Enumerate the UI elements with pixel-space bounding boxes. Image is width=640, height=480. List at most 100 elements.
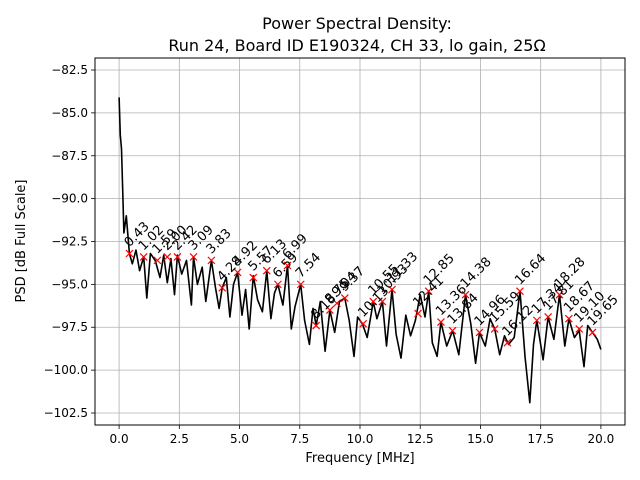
peak-marker — [325, 306, 334, 315]
y-tick-label: −85.0 — [51, 106, 88, 120]
peak-marker-stroke — [378, 297, 387, 306]
peak-marker — [564, 314, 573, 323]
x-tick-label: 5.0 — [230, 432, 249, 446]
peak-marker — [461, 290, 470, 299]
peak-marker — [233, 268, 242, 277]
x-tick-label: 7.5 — [290, 432, 309, 446]
peak-marker — [388, 285, 396, 294]
peak-marker-stroke — [555, 290, 564, 299]
peak-marker — [414, 309, 422, 318]
x-tick-label: 12.5 — [407, 432, 434, 446]
peak-marker — [296, 280, 305, 289]
x-tick-label: 2.5 — [170, 432, 189, 446]
y-tick-label: −97.5 — [51, 320, 88, 334]
y-tick-label: −102.5 — [44, 406, 88, 420]
peak-marker-stroke — [233, 268, 242, 277]
peak-marker — [139, 253, 148, 261]
x-axis-label: Frequency [MHz] — [305, 451, 414, 466]
peak-marker — [173, 253, 182, 261]
peak-marker-stroke — [475, 328, 484, 337]
peak-marker — [437, 318, 445, 327]
peak-marker — [359, 319, 368, 328]
y-tick-label: −100.0 — [44, 363, 88, 377]
peak-marker — [516, 287, 524, 296]
peak-marker-stroke — [388, 285, 396, 294]
peak-marker — [378, 297, 387, 306]
peak-marker-stroke — [283, 261, 292, 270]
peak-marker — [207, 256, 216, 265]
peak-marker-stroke — [532, 316, 541, 325]
peak-marker — [475, 328, 484, 337]
peak-marker-stroke — [490, 325, 499, 333]
peak-marker — [490, 325, 499, 333]
peak-marker-stroke — [189, 253, 198, 261]
peak-marker — [332, 299, 341, 308]
peak-marker-stroke — [273, 280, 282, 289]
peak-marker-stroke — [369, 297, 378, 306]
peak-marker — [283, 261, 292, 270]
y-tick-label: −87.5 — [51, 149, 88, 163]
peak-marker — [312, 321, 321, 330]
peak-marker — [369, 297, 378, 306]
x-tick-label: 0.0 — [110, 432, 129, 446]
peak-marker — [249, 273, 258, 282]
y-tick-label: −90.0 — [51, 192, 88, 206]
peak-marker — [544, 313, 553, 321]
peak-marker — [424, 287, 433, 296]
peak-marker-stroke — [173, 253, 182, 261]
y-tick-label: −82.5 — [51, 63, 88, 77]
peak-marker-stroke — [424, 287, 433, 296]
peak-marker-stroke — [503, 338, 512, 347]
y-tick-label: −92.5 — [51, 235, 88, 249]
peak-marker-stroke — [218, 283, 227, 292]
peak-marker — [340, 294, 349, 303]
peak-marker — [588, 328, 597, 337]
peak-marker-stroke — [544, 313, 553, 321]
y-axis-label: PSD [dB Full Scale] — [14, 179, 29, 302]
peak-marker-stroke — [249, 273, 258, 282]
peak-marker — [218, 283, 227, 292]
plot-frame — [94, 57, 626, 426]
peak-marker — [125, 249, 134, 258]
x-tick-label: 10.0 — [347, 432, 374, 446]
peak-markers — [125, 249, 597, 347]
x-tick-label: 17.5 — [527, 432, 554, 446]
x-tick-label: 20.0 — [588, 432, 615, 446]
peak-marker — [575, 325, 584, 333]
peak-marker-stroke — [564, 314, 573, 323]
peak-marker-stroke — [461, 290, 470, 299]
peak-marker-stroke — [332, 299, 341, 308]
peak-marker — [189, 253, 198, 261]
chart-title-line-2: Run 24, Board ID E190324, CH 33, lo gain… — [168, 36, 545, 55]
peak-marker — [555, 290, 564, 299]
peak-marker-stroke — [262, 266, 271, 275]
peak-marker — [153, 256, 162, 265]
peak-marker — [163, 253, 172, 261]
peak-marker-stroke — [437, 318, 445, 327]
peak-marker — [262, 266, 271, 275]
peak-marker-stroke — [414, 309, 422, 318]
grid — [95, 58, 625, 425]
peak-marker-stroke — [340, 294, 349, 303]
peak-marker-stroke — [588, 328, 597, 337]
peak-marker — [503, 338, 512, 347]
y-tick-label: −95.0 — [51, 277, 88, 291]
peak-marker-stroke — [448, 326, 457, 335]
peak-marker-stroke — [325, 306, 334, 315]
peak-marker-stroke — [575, 325, 584, 333]
peak-marker — [448, 326, 457, 335]
peak-marker-stroke — [296, 280, 305, 289]
peak-marker-stroke — [125, 249, 134, 258]
peak-marker-stroke — [312, 321, 321, 330]
peak-marker-stroke — [516, 287, 524, 296]
peak-marker-stroke — [207, 256, 216, 265]
peak-marker-stroke — [139, 253, 148, 261]
axis-ticks: 0.0 2.5 5.0 7.5 10.0 12.5 15.0 17.5 20.0 −82.5 −85… — [44, 63, 615, 446]
peak-marker-stroke — [163, 253, 172, 261]
peak-marker — [532, 316, 541, 325]
peak-marker-stroke — [153, 256, 162, 265]
peak-marker-stroke — [359, 319, 368, 328]
chart-title-line-1: Power Spectral Density: — [262, 14, 452, 33]
